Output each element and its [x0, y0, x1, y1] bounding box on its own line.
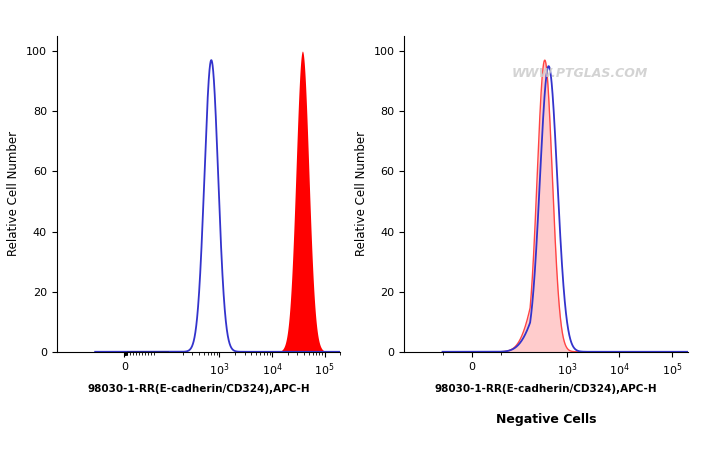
Y-axis label: Relative Cell Number: Relative Cell Number [354, 131, 368, 257]
Y-axis label: Relative Cell Number: Relative Cell Number [7, 131, 21, 257]
X-axis label: 98030-1-RR(E-cadherin/CD324),APC-H: 98030-1-RR(E-cadherin/CD324),APC-H [435, 384, 657, 394]
Text: Negative Cells: Negative Cells [496, 413, 596, 426]
Text: WWW.PTGLAS.COM: WWW.PTGLAS.COM [512, 68, 648, 80]
X-axis label: 98030-1-RR(E-cadherin/CD324),APC-H: 98030-1-RR(E-cadherin/CD324),APC-H [87, 384, 310, 394]
